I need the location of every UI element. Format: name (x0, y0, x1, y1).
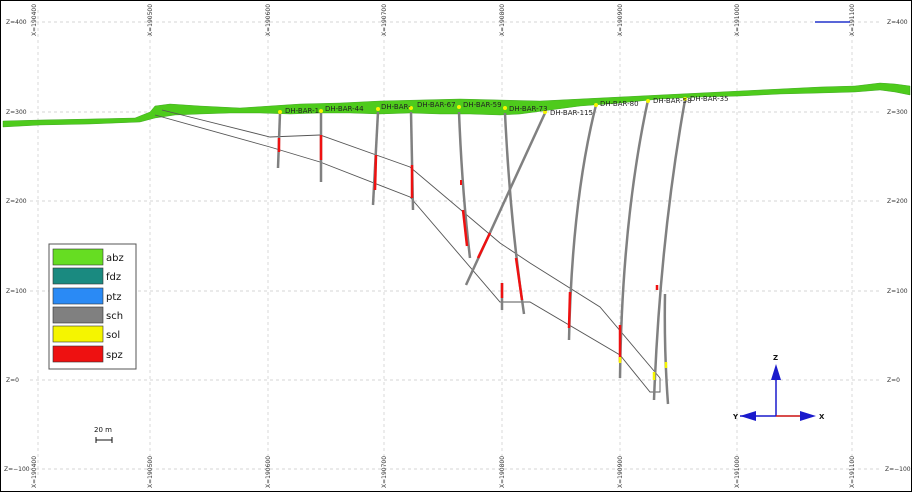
drillhole-trace (618, 99, 650, 379)
svg-text:Z=300: Z=300 (887, 109, 908, 116)
drillhole-trace (457, 111, 472, 259)
svg-text:X=190600: X=190600 (265, 456, 272, 488)
svg-text:X=191100: X=191100 (849, 4, 856, 36)
svg-text:Z=400: Z=400 (6, 19, 27, 26)
svg-text:Z=400: Z=400 (887, 19, 908, 26)
easting-labels-top: X=190400 X=190500 X=190600 X=190700 X=19… (31, 4, 856, 36)
legend-item-ptz: ptz (52, 287, 122, 305)
svg-text:spz: spz (106, 350, 123, 361)
drillhole-trace (371, 111, 380, 206)
drillhole-label: DH-BAR-73 (509, 105, 548, 113)
svg-text:Z=100: Z=100 (6, 288, 27, 295)
svg-text:X=190500: X=190500 (147, 4, 154, 36)
svg-text:X=190500: X=190500 (147, 456, 154, 488)
svg-text:sol: sol (106, 330, 120, 341)
svg-text:X=190700: X=190700 (381, 456, 388, 488)
svg-text:X=191000: X=191000 (734, 456, 741, 488)
easting-labels-bottom: X=190400 X=190500 X=190600 X=190700 X=19… (31, 456, 856, 488)
orientation-axes[interactable]: Z Y X (732, 354, 825, 421)
svg-text:sch: sch (106, 311, 123, 322)
lithology-legend: abz fdz ptz sch sol spz (48, 243, 137, 370)
drillhole-label: DH-BAR-115 (550, 109, 593, 117)
svg-text:X=190600: X=190600 (265, 4, 272, 36)
svg-text:ptz: ptz (106, 292, 122, 303)
svg-text:abz: abz (106, 253, 124, 264)
drillhole-label: DH-BAR-67 (417, 101, 456, 109)
svg-text:20 m: 20 m (94, 426, 112, 434)
drillhole-trace (503, 112, 526, 315)
drillholes (276, 99, 687, 405)
svg-text:Z=0: Z=0 (887, 377, 900, 384)
drillhole-label: DH-BAR-44 (325, 105, 364, 113)
svg-text:Y: Y (732, 413, 739, 421)
svg-text:X=191000: X=191000 (734, 4, 741, 36)
drillhole-trace (464, 112, 547, 286)
drillhole-trace (652, 99, 687, 401)
scale-bar: 20 m (94, 426, 113, 443)
svg-text:Z=100: Z=100 (887, 288, 908, 295)
svg-text:Z=−100: Z=−100 (4, 466, 30, 473)
svg-text:X=190900: X=190900 (617, 456, 624, 488)
legend-item-sch: sch (52, 306, 123, 324)
svg-text:X=190700: X=190700 (381, 4, 388, 36)
drillhole-trace (409, 111, 415, 211)
drillhole-trace (567, 104, 598, 341)
svg-text:X=190800: X=190800 (499, 456, 506, 488)
drillhole-label: DH-BAR-80 (600, 100, 639, 108)
drillhole-trace (276, 112, 282, 169)
drillhole-labels: DH-BAR-1 DH-BAR-44 DH-BAR- DH-BAR-67 DH-… (285, 95, 729, 117)
legend-item-fdz: fdz (52, 267, 121, 285)
svg-text:Z=200: Z=200 (6, 198, 27, 205)
svg-text:Z=−100: Z=−100 (885, 466, 911, 473)
svg-text:X=190800: X=190800 (499, 4, 506, 36)
svg-text:Z=300: Z=300 (6, 109, 27, 116)
svg-text:X=190400: X=190400 (31, 456, 38, 488)
drillhole-label: DH-BAR-35 (690, 95, 729, 103)
svg-text:X: X (819, 413, 825, 421)
legend-item-spz: spz (52, 345, 123, 363)
drillhole-trace (663, 293, 670, 405)
drillhole-label: DH-BAR-59 (463, 101, 502, 109)
svg-text:Z=200: Z=200 (887, 198, 908, 205)
drillhole-label: DH-BAR-1 (285, 107, 319, 115)
svg-text:X=190900: X=190900 (617, 4, 624, 36)
elevation-labels-left: Z=400 Z=300 Z=200 Z=100 Z=0 Z=−100 (4, 19, 30, 473)
svg-text:Z: Z (773, 354, 778, 362)
svg-text:X=190400: X=190400 (31, 4, 38, 36)
elevation-labels-right: Z=400 Z=300 Z=200 Z=100 Z=0 Z=−100 (885, 19, 911, 473)
drillhole-label: DH-BAR-58 (653, 97, 692, 105)
collar-markers (278, 97, 687, 114)
svg-text:fdz: fdz (106, 272, 121, 283)
legend-item-sol: sol (52, 325, 120, 343)
drillhole-label: DH-BAR- (381, 103, 411, 111)
svg-text:X=191100: X=191100 (849, 456, 856, 488)
svg-text:Z=0: Z=0 (6, 377, 19, 384)
legend-item-abz: abz (52, 248, 124, 266)
